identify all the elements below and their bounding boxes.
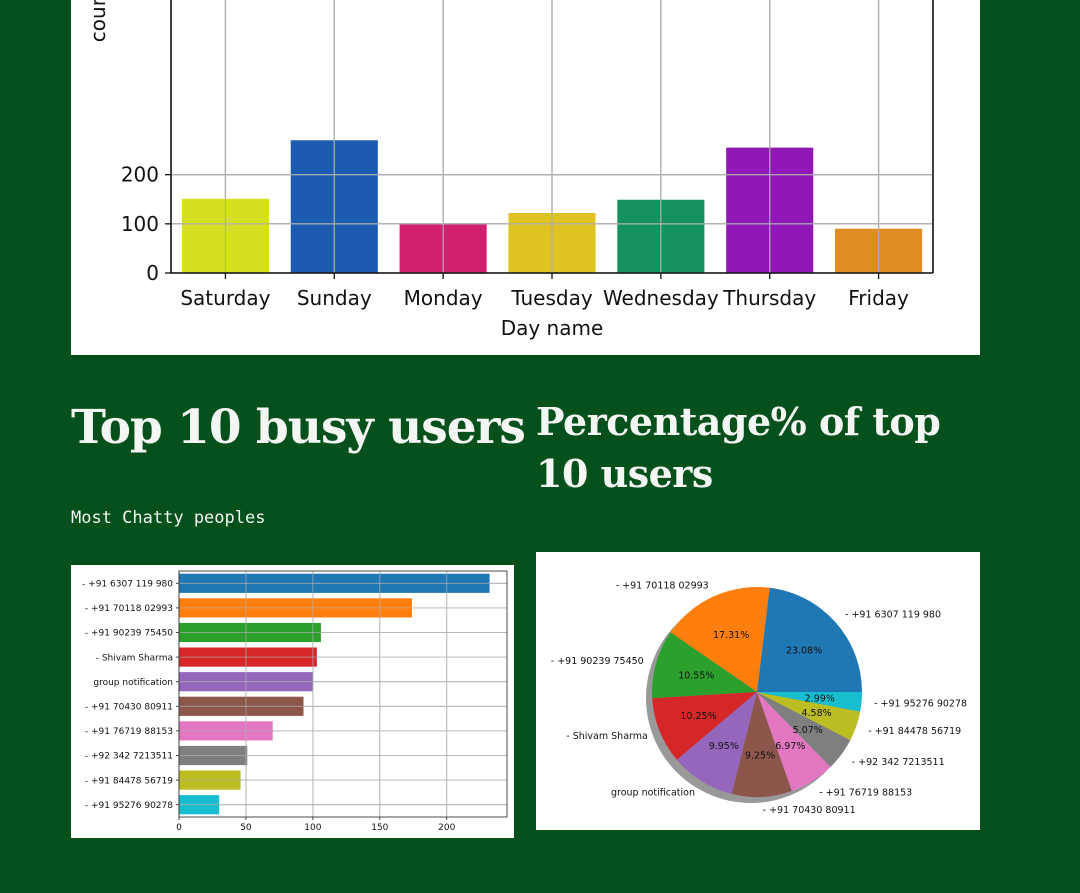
pie-label-91-70118-02993: - +91 70118 02993 (616, 580, 709, 591)
pie-pct-label: 4.58% (801, 708, 831, 719)
x-axis-label: Day name (501, 316, 604, 340)
y-tick-label: 200 (121, 163, 159, 187)
pie-pct-label: 9.25% (745, 750, 775, 761)
y-tick-label-91-76719-88153: - +91 76719 88153 (85, 727, 173, 737)
busy-users-subtitle: Most Chatty peoples (71, 508, 266, 528)
pie-label-91-76719-88153: - +91 76719 88153 (819, 787, 912, 798)
y-axis-label: count (86, 0, 110, 42)
percentage-pie-chart: 23.08% - +91 6307 119 980 17.31% - +91 7011… (536, 552, 980, 830)
pie-slice-91-6307-119-980 (757, 587, 862, 692)
pie-slice-91-70430-80911 (731, 692, 792, 797)
pie-label-group-notification: group notification (611, 787, 695, 798)
day-activity-chart: 0 100 200 Saturday Sunday Monday Tuesday Wednes… (71, 0, 980, 355)
y-tick-label: 0 (146, 261, 159, 285)
y-tick-label-91-70430-80911: - +91 70430 80911 (85, 703, 173, 713)
pie-pct-label: 10.55% (678, 671, 714, 682)
pie-slice-91-90239-75450 (652, 632, 757, 699)
pie-label-91-95276-90278: - +91 95276 90278 (874, 699, 967, 710)
x-tick-label-tuesday: Tuesday (510, 286, 593, 310)
busy-users-bar-chart: 0 50 100 150 200 - +91 6307 119 980 - +91 7011… (71, 565, 514, 838)
x-tick-label-wednesday: Wednesday (603, 286, 719, 310)
pie-slice-92-342-7213511 (757, 692, 851, 767)
plot-frame (178, 570, 508, 818)
pie-label-91-84478-56719: - +91 84478 56719 (868, 726, 961, 737)
busy-users-title: Top 10 busy users (71, 400, 526, 455)
pie-slice-group-notification (676, 692, 757, 794)
pie-label-shivam-sharma: - Shivam Sharma (566, 731, 648, 742)
percentage-pie-svg: 23.08% - +91 6307 119 980 17.31% - +91 7011… (551, 580, 967, 816)
pie-pct-label: 10.25% (680, 711, 716, 722)
pie-slice-91-70118-02993 (670, 587, 770, 692)
pie-slice-91-95276-90278 (757, 692, 862, 712)
pie-label-91-70430-80911: - +91 70430 80911 (763, 805, 856, 816)
x-tick-label-friday: Friday (848, 286, 909, 310)
busy-users-bar-svg: 0 50 100 150 200 - +91 6307 119 980 - +91 7011… (82, 570, 508, 833)
pie-label-91-6307-119-980: - +91 6307 119 980 (845, 610, 941, 621)
pie-pct-label: 17.31% (713, 630, 749, 641)
pie-slice-91-76719-88153 (757, 692, 831, 792)
y-tick-label-91-70118-02993: - +91 70118 02993 (85, 604, 173, 614)
pie-pct-label: 6.97% (775, 741, 805, 752)
pie-slice-shivam-sharma (652, 692, 757, 760)
pie-pct-label: 23.08% (786, 646, 822, 657)
pie-pct-label: 9.95% (709, 741, 739, 752)
y-tick-label-group-notification: group notification (93, 678, 173, 688)
x-tick-label: 200 (438, 823, 455, 833)
x-tick-label-thursday: Thursday (722, 286, 816, 310)
x-tick-label-sunday: Sunday (297, 286, 372, 310)
x-tick-label: 50 (240, 823, 252, 833)
y-tick-label-92-342-7213511: - +92 342 7213511 (85, 752, 173, 762)
y-tick-label-91-6307-119-980: - +91 6307 119 980 (82, 580, 173, 590)
x-tick-label: 100 (304, 823, 321, 833)
pie-slice-91-84478-56719 (757, 692, 861, 741)
x-tick-label: 150 (371, 823, 388, 833)
pie-label-91-90239-75450: - +91 90239 75450 (551, 656, 644, 667)
x-tick-label-saturday: Saturday (180, 286, 270, 310)
y-tick-label-91-90239-75450: - +91 90239 75450 (85, 629, 173, 639)
pie-pct-label: 2.99% (805, 693, 835, 704)
percentage-title: Percentage% of top 10 users (536, 399, 941, 496)
y-tick-label-91-84478-56719: - +91 84478 56719 (85, 776, 173, 786)
y-tick-label-91-95276-90278: - +91 95276 90278 (85, 801, 173, 811)
pie-pct-label: 5.07% (793, 725, 823, 736)
x-tick-label: 0 (176, 823, 182, 833)
y-tick-label: 100 (121, 212, 159, 236)
pie-label-92-342-7213511: - +92 342 7213511 (852, 757, 945, 768)
x-tick-label-monday: Monday (404, 286, 483, 310)
day-activity-svg: 0 100 200 Saturday Sunday Monday Tuesday Wednes… (86, 0, 934, 340)
y-tick-label-shivam-sharma: - Shivam Sharma (96, 653, 173, 663)
